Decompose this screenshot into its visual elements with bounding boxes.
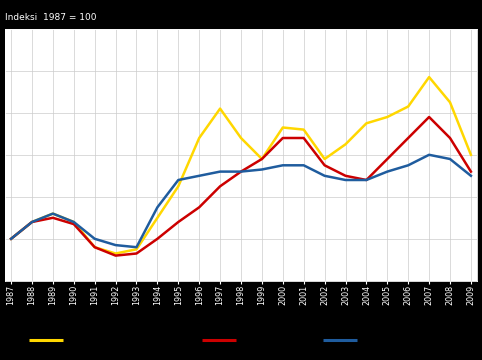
Text: Indeksi  1987 = 100: Indeksi 1987 = 100 xyxy=(5,13,96,22)
